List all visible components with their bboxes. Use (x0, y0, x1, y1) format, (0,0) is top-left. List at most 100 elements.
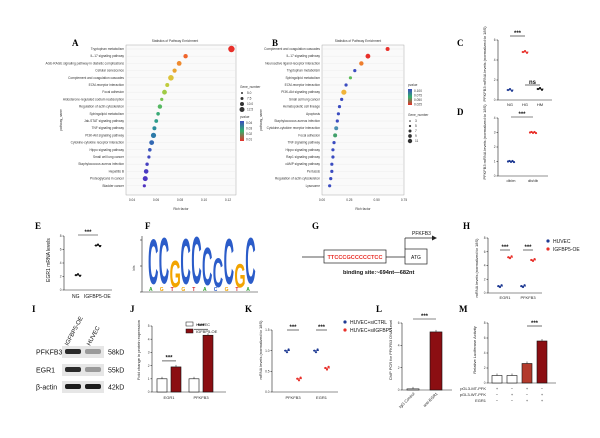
panel-d-ytick-label: 4 (494, 116, 496, 120)
panel-g: G TTCCCGCCCCCTCC ATG PFKFB3 binding site… (302, 221, 437, 276)
panel-f-logo-letter: C (213, 249, 223, 296)
panel-m: M Relative Luciferase Activity 0 2 4 6 8 *** p… (459, 304, 556, 403)
panel-b-dot (359, 61, 364, 66)
panel-a-pathway-label: Staphylococcus aureus infection (78, 162, 124, 166)
panel-b-pathway-label: Small cell lung cancer (289, 97, 321, 101)
panel-d-category-label: db/db (528, 178, 539, 183)
panel-k-ytick-label: 1.5 (265, 328, 270, 332)
panel-b-dot (330, 162, 334, 166)
panel-j-bar (202, 334, 214, 393)
panel-d-ylabel: PFKFB3 mRNA levels (normalized to 18S) (482, 104, 487, 180)
panel-b-label: B (272, 38, 278, 48)
panel-m-row-sign: + (526, 386, 529, 391)
panel-b-legend-gene-title: Gene_number (408, 113, 429, 117)
panel-c-ytick-label: 2 (494, 78, 496, 82)
panel-j-bar (170, 366, 182, 393)
panel-k-ylabel: mRNA levels (normalized to 18S) (258, 320, 263, 380)
panel-h-point (497, 285, 500, 288)
panel-l-ytick-label: 6 (398, 321, 400, 325)
panel-l: L ChIP PCR for PFKFB3 DNA Level 0 2 4 6 IgG … (376, 304, 452, 409)
panel-b-pathway-label: Regulation of actin cytoskeleton (275, 177, 320, 181)
panel-j-label: J (130, 304, 135, 314)
panel-f-logo-minor-letter: T (171, 287, 174, 293)
panel-c-ylabel: PFKFB3 mRNA levels (normalized to 18S) (482, 26, 487, 102)
panel-d-category-label: db/m (507, 178, 517, 183)
panel-m-ytick-label: 2 (484, 366, 486, 370)
panel-e-category-label: IGFBP5-OE (84, 294, 111, 300)
panel-a-dot (156, 112, 160, 116)
panel-a-pathway-label: Hepatitis B (109, 169, 124, 173)
panel-h-point (500, 284, 503, 287)
panel-j-legend-swatch (185, 328, 194, 334)
panel-b-dot (340, 97, 344, 101)
panel-e-point (76, 273, 80, 276)
panel-h-legend-swatch (546, 239, 550, 243)
panel-k-category-label: EGR1 (316, 395, 328, 400)
panel-m-row-label: pGL3-MT-PFK (460, 386, 486, 391)
panel-a-title: Statistics of Pathway Enrichment (152, 39, 199, 43)
panel-j-legend-label: IGFBP5-OE (196, 329, 218, 334)
panel-d-sig-label: *** (518, 112, 526, 118)
panel-g-binding-site: binding site:~694nt—682nt (343, 270, 414, 276)
panel-a-legend-gene-label: 7.5 (247, 97, 252, 101)
panel-a-plot-area (125, 44, 237, 196)
panel-d-label: D (457, 107, 464, 117)
panel-c-point (538, 86, 542, 90)
panel-f-logo-minor-letter: G (160, 287, 164, 293)
panel-m-row-sign: − (511, 398, 514, 403)
panel-i-row-label: β-actin (36, 385, 57, 392)
panel-e-label: E (35, 221, 41, 231)
panel-a: A Statistics of Pathway Enrichment Trypt… (46, 38, 262, 211)
panel-b-dot (335, 119, 339, 123)
panel-g-gene: PFKFB3 (412, 231, 431, 237)
panel-b-pathway-label: PI3K-Akt signaling pathway (281, 90, 320, 94)
panel-b-dot (353, 69, 357, 73)
panel-b-xtick-label: 0.50 (374, 198, 380, 202)
panel-k-point (287, 348, 290, 351)
panel-a-pathway-label: Cellular senescence (95, 69, 124, 73)
panel-b-dot (341, 89, 347, 95)
panel-j-bar (156, 378, 168, 393)
panel-a-legend-p-label: 0.04 (246, 121, 252, 125)
panel-h-point (523, 284, 526, 287)
panel-b-plot-area (321, 44, 405, 196)
panel-c-category-label: HG (522, 102, 528, 107)
panel-b-pathway-label: Hippo signaling pathway (285, 148, 320, 152)
panel-b-pathway-label: Focal adhesion (298, 133, 320, 137)
panel-j-bar (188, 378, 200, 393)
panel-b-pathway-label: Sphingolipid metabolism (285, 76, 320, 80)
panel-j-ytick-label: 1 (148, 377, 150, 381)
panel-m-row-sign: − (496, 398, 499, 403)
panel-a-dot (228, 45, 235, 53)
panel-f: F bits C C G C C C C C G CA G T G T A C G T A (132, 221, 258, 299)
panel-k: K mRNA levels (normalized to 18S) 0.0 0.5… (245, 304, 392, 400)
panel-l-label: L (376, 304, 382, 314)
panel-a-label: A (72, 38, 79, 48)
panel-a-legend-gene-label: 12.5 (247, 108, 253, 112)
panel-a-dot (172, 68, 177, 73)
panel-b-pathway-label: Complement and coagulation cascades (264, 47, 320, 51)
panel-a-ylabel: pathway_name (59, 109, 63, 131)
panel-b-pathway-label: Lysosome (306, 184, 321, 188)
panel-b-pathway-label: Apoptosis (306, 112, 320, 116)
panel-c-point (506, 88, 510, 92)
panel-m-ytick-label: 4 (484, 351, 486, 355)
panel-h-point (531, 259, 535, 262)
panel-b-legend-gene-label: 11 (415, 139, 419, 143)
panel-h-label: H (463, 221, 470, 231)
panel-e-ytick-label: 6 (60, 248, 62, 252)
panel-b-rows: Complement and coagulation cascades IL-17… (264, 47, 404, 188)
panel-f-logo-letter: C (148, 226, 158, 298)
panel-f-logo-letter: C (191, 224, 201, 299)
panel-f-ylabel: bits (132, 265, 136, 270)
panel-b: B Statistics of Pathway Enrichment Compl… (259, 38, 429, 211)
panel-h-point (530, 258, 533, 262)
panel-b-dot (334, 126, 339, 131)
panel-j-legend-label: HUVEC (196, 322, 210, 327)
panel-b-legend-p-label: 0.100 (414, 89, 422, 93)
panel-b-pathway-label: IL-17 signaling pathway (287, 54, 321, 58)
panel-b-pathway-label: TNF signaling pathway (288, 141, 321, 145)
panel-e-category-label: NG (72, 294, 80, 300)
panel-k-point (314, 351, 318, 354)
